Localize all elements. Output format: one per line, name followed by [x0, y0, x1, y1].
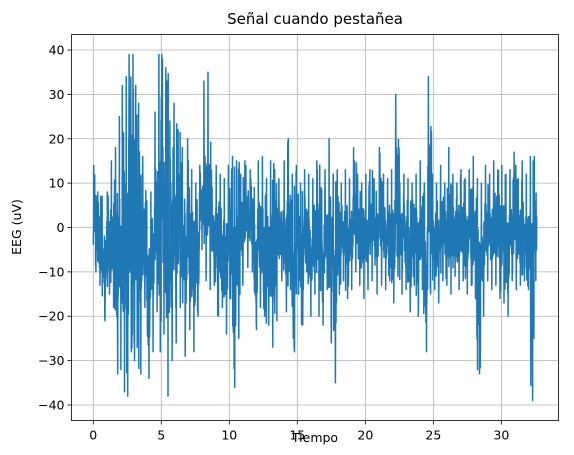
x-tick-label: 0 [89, 428, 97, 443]
chart-title: Señal cuando pestañea [227, 10, 403, 28]
y-tick-label: 20 [49, 131, 65, 146]
x-axis-title: Tiempo [291, 430, 338, 445]
y-axis-title: EEG (uV) [9, 199, 24, 255]
x-tick-label: 30 [493, 428, 509, 443]
y-tick-label: 10 [49, 176, 65, 191]
y-tick-label: −20 [38, 309, 64, 324]
y-tick-label: 30 [49, 87, 65, 102]
x-tick-label: 15 [289, 428, 305, 443]
y-tick-label: −40 [38, 397, 64, 412]
series-group [92, 53, 538, 402]
x-tick-label: 5 [157, 428, 165, 443]
series-line [92, 53, 538, 402]
x-axis-ticks: 0 5 10 15 20 25 30 [89, 420, 509, 443]
y-axis-ticks: −40 −30 −20 −10 0 10 20 30 40 [38, 43, 72, 412]
x-tick-label: 20 [357, 428, 373, 443]
y-tick-label: −10 [38, 264, 64, 279]
x-tick-label: 10 [221, 428, 237, 443]
x-tick-label: 25 [425, 428, 441, 443]
y-tick-label: 40 [49, 43, 65, 58]
y-tick-label: 0 [57, 220, 65, 235]
y-tick-label: −30 [38, 353, 64, 368]
